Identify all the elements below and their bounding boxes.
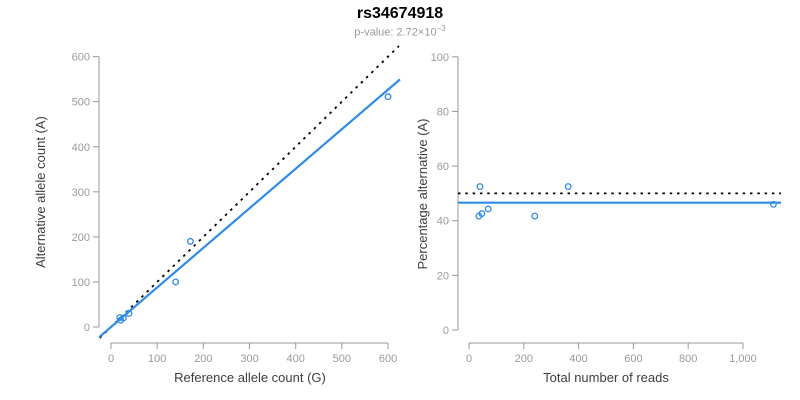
y-axis-title: Alternative allele count (A): [33, 116, 48, 268]
data-point: [384, 93, 392, 101]
data-point: [172, 278, 180, 286]
x-tick-label: 600: [379, 353, 397, 365]
x-tick-label: 400: [569, 353, 587, 365]
p-value-label: p-value: 2.72×10−3: [0, 24, 800, 39]
y-tick-label: 0: [443, 325, 449, 337]
p-value-exponent: −3: [436, 24, 446, 33]
data-point: [531, 212, 539, 220]
data-point: [484, 205, 492, 213]
y-axis-title: Percentage alternative (A): [415, 118, 430, 269]
x-tick-label: 500: [333, 353, 351, 365]
figure-title: rs34674918: [356, 5, 444, 22]
x-tick-label: 800: [679, 353, 697, 365]
data-point: [186, 237, 194, 245]
data-point: [769, 200, 777, 208]
percentage-chart: 0 20 40 60 80 100 0 200 400 600 800 1,000 Total numb…: [415, 52, 781, 385]
x-tick-label: 1,000: [729, 353, 757, 365]
data-point: [120, 314, 127, 322]
y-tick-label: 100: [72, 277, 90, 289]
x-axis-title: Total number of reads: [543, 370, 669, 385]
y-tick-label: 40: [437, 216, 449, 228]
y-tick-label: 400: [72, 142, 90, 154]
y-tick-label: 60: [437, 161, 449, 173]
x-tick-label: 200: [194, 353, 212, 365]
y-tick-label: 100: [431, 52, 449, 64]
x-tick-label: 100: [148, 353, 166, 365]
allele-count-chart: 0 100 200 300 400 500 600 0 100 200 300 400 500 600 Re…: [33, 45, 401, 385]
y-tick-label: 200: [72, 232, 90, 244]
x-tick-label: 0: [466, 353, 472, 365]
regression-line: [98, 78, 401, 339]
data-point: [478, 210, 486, 218]
data-point: [125, 310, 133, 317]
y-tick-label: 0: [84, 322, 90, 334]
y-tick-label: 80: [437, 106, 449, 118]
data-point: [564, 183, 572, 191]
y-tick-label: 600: [72, 52, 90, 64]
x-tick-label: 600: [624, 353, 642, 365]
y-tick-label: 300: [72, 187, 90, 199]
identity-line: [99, 45, 400, 339]
data-point: [476, 183, 484, 191]
x-axis-title: Reference allele count (G): [174, 370, 326, 385]
x-tick-label: 0: [108, 353, 114, 365]
y-tick-label: 500: [72, 97, 90, 109]
x-tick-label: 200: [515, 353, 533, 365]
x-tick-label: 400: [287, 353, 305, 365]
x-tick-label: 300: [240, 353, 258, 365]
p-value-text: p-value: 2.72×10: [354, 26, 437, 39]
y-tick-label: 20: [437, 270, 449, 282]
